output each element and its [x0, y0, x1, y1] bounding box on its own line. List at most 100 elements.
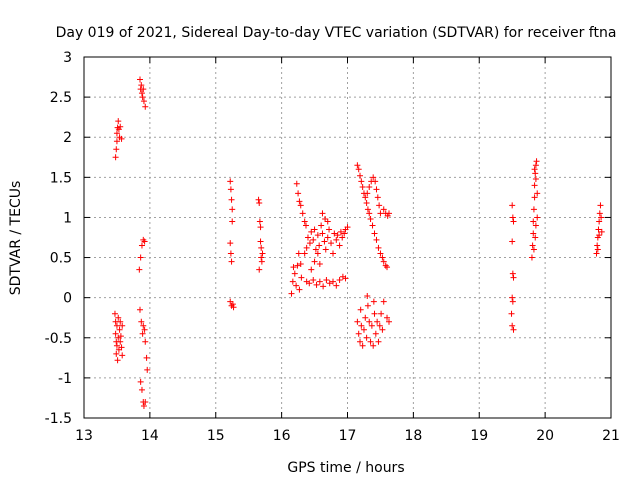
- data-point: [354, 162, 361, 169]
- data-point: [364, 206, 371, 213]
- data-point: [364, 302, 371, 309]
- data-point: [532, 170, 539, 177]
- y-tick-label: -1.5: [45, 411, 72, 427]
- data-point: [530, 230, 537, 237]
- data-point: [375, 338, 382, 345]
- data-point: [115, 314, 122, 321]
- data-point: [293, 180, 300, 187]
- data-point: [509, 322, 516, 329]
- data-point: [509, 238, 516, 245]
- data-point: [321, 238, 328, 245]
- data-point: [227, 178, 234, 185]
- data-point: [138, 242, 145, 249]
- data-point: [380, 206, 387, 213]
- x-tick-label: 16: [273, 428, 291, 444]
- data-point: [117, 318, 124, 325]
- data-point: [360, 326, 367, 333]
- data-point: [366, 318, 373, 325]
- data-point: [367, 338, 374, 345]
- data-point: [227, 240, 234, 247]
- data-point: [301, 250, 308, 257]
- data-point: [593, 250, 600, 257]
- x-tick-label: 20: [536, 428, 554, 444]
- data-point: [373, 236, 380, 243]
- data-point: [310, 236, 317, 243]
- x-tick-labels: 13 14 15 16 17 18 19 20 21: [75, 428, 620, 444]
- data-point: [139, 94, 146, 101]
- x-tick-label: 17: [339, 428, 357, 444]
- data-point: [377, 210, 384, 217]
- data-point: [143, 354, 150, 361]
- data-point: [141, 326, 148, 333]
- y-tick-label: 0.5: [50, 251, 72, 267]
- x-axis-label: GPS time / hours: [287, 460, 404, 476]
- data-point: [118, 344, 125, 351]
- data-point: [138, 82, 145, 89]
- data-point: [297, 202, 304, 209]
- y-tick-label: 2.5: [50, 90, 72, 106]
- data-point: [533, 158, 540, 165]
- data-point: [357, 338, 364, 345]
- data-point: [136, 76, 143, 83]
- ticks: [83, 56, 612, 419]
- data-point: [355, 166, 362, 173]
- y-tick-label: -0.5: [45, 331, 72, 347]
- y-tick-label: -1: [58, 371, 72, 387]
- data-point: [509, 214, 516, 221]
- data-point: [319, 230, 326, 237]
- data-point: [596, 232, 603, 239]
- data-point: [311, 226, 318, 233]
- data-point: [294, 262, 301, 269]
- data-point: [364, 293, 371, 300]
- data-point: [531, 166, 538, 173]
- data-point: [323, 277, 330, 284]
- data-point: [598, 228, 605, 235]
- data-point: [509, 270, 516, 277]
- data-point: [510, 274, 517, 281]
- data-point: [374, 194, 381, 201]
- data-point: [368, 322, 375, 329]
- x-tick-label: 21: [602, 428, 620, 444]
- data-point: [376, 202, 383, 209]
- data-point: [117, 338, 124, 345]
- data-point: [288, 290, 295, 297]
- data-point: [336, 277, 343, 284]
- data-point: [136, 306, 143, 313]
- data-point: [296, 286, 303, 293]
- data-point: [375, 244, 382, 251]
- data-point: [113, 138, 120, 145]
- data-point: [257, 224, 264, 231]
- data-point: [296, 198, 303, 205]
- data-point: [142, 338, 149, 345]
- data-point: [308, 228, 315, 235]
- data-point: [509, 298, 516, 305]
- x-tick-label: 15: [207, 428, 225, 444]
- data-point: [290, 264, 297, 271]
- data-point: [510, 218, 517, 225]
- data-point: [532, 234, 539, 241]
- data-point: [228, 258, 235, 265]
- data-point: [256, 266, 263, 273]
- data-point: [118, 135, 125, 142]
- data-point: [291, 270, 298, 277]
- data-point: [333, 282, 340, 289]
- data-point: [324, 234, 331, 241]
- data-point: [314, 232, 321, 239]
- data-point: [531, 194, 538, 201]
- data-point: [138, 90, 145, 97]
- y-tick-label: 2: [63, 130, 72, 146]
- data-point: [509, 202, 516, 209]
- data-point: [306, 280, 313, 287]
- data-point: [370, 298, 377, 305]
- data-point: [359, 183, 366, 190]
- data-point: [508, 310, 515, 317]
- data-point: [355, 330, 362, 337]
- data-point: [230, 304, 237, 311]
- data-point: [358, 178, 365, 185]
- data-point: [530, 246, 537, 253]
- data-point: [295, 250, 302, 257]
- data-point: [377, 250, 384, 257]
- data-point: [371, 230, 378, 237]
- data-point: [136, 266, 143, 273]
